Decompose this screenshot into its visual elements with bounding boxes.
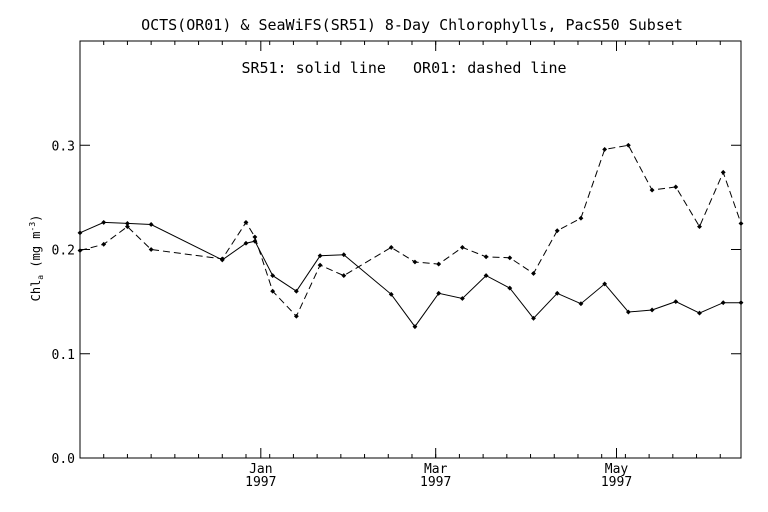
data-point-sr51 xyxy=(483,273,489,278)
chart-title: OCTS(OR01) & SeaWiFS(SR51) 8-Day Chlorop… xyxy=(141,16,683,34)
series-group xyxy=(77,142,744,330)
series-line-or01 xyxy=(79,144,742,318)
x-tick-label: Jan xyxy=(249,462,272,477)
data-point-or01 xyxy=(720,169,726,175)
svg-text:Chla (mg m-3): Chla (mg m-3) xyxy=(28,215,45,302)
x-tick-year: 1997 xyxy=(601,475,632,490)
legend-note: SR51: solid line OR01: dashed line xyxy=(241,59,566,77)
x-tick-label: May xyxy=(605,462,629,477)
data-point-sr51 xyxy=(554,290,560,296)
y-axis-label-units: (mg m xyxy=(29,232,43,275)
data-point-or01 xyxy=(436,261,442,267)
data-point-or01 xyxy=(412,259,418,265)
data-point-or01 xyxy=(602,146,608,152)
data-point-sr51 xyxy=(412,324,418,330)
data-point-or01 xyxy=(125,224,130,229)
data-point-sr51 xyxy=(77,230,83,236)
y-tick-label: 0.0 xyxy=(52,452,75,467)
x-tick-label: Mar xyxy=(424,462,448,477)
data-point-sr51 xyxy=(507,285,513,291)
data-point-sr51 xyxy=(649,307,655,313)
plot-frame xyxy=(79,40,742,459)
data-point-sr51 xyxy=(697,310,702,316)
data-point-sr51 xyxy=(293,288,299,294)
y-tick-label: 0.3 xyxy=(52,139,75,154)
data-point-sr51 xyxy=(459,296,465,301)
data-point-or01 xyxy=(293,313,299,319)
data-point-or01 xyxy=(649,187,655,193)
data-point-or01 xyxy=(625,142,631,148)
data-point-or01 xyxy=(531,271,536,276)
y-axis-label-close: ) xyxy=(29,215,43,222)
data-point-sr51 xyxy=(101,219,107,225)
data-point-or01 xyxy=(148,247,154,252)
data-point-sr51 xyxy=(673,299,679,305)
data-point-or01 xyxy=(673,184,679,190)
data-point-sr51 xyxy=(602,281,608,287)
data-point-sr51 xyxy=(738,300,744,306)
x-tick-year: 1997 xyxy=(420,475,451,490)
data-point-or01 xyxy=(219,256,225,262)
data-point-or01 xyxy=(252,234,258,240)
data-point-or01 xyxy=(270,288,276,294)
data-point-or01 xyxy=(483,254,489,260)
y-tick-label: 0.1 xyxy=(52,348,75,363)
data-point-sr51 xyxy=(317,253,323,259)
data-point-sr51 xyxy=(625,309,631,315)
y-axis-label-superscript: -3 xyxy=(28,222,37,232)
y-axis-label-subscript: a xyxy=(36,275,45,280)
data-point-or01 xyxy=(341,273,347,278)
series-line-sr51 xyxy=(79,221,741,328)
data-point-sr51 xyxy=(531,315,536,321)
data-point-or01 xyxy=(388,244,394,250)
data-point-sr51 xyxy=(436,290,442,296)
y-axis-label-main: Chl xyxy=(29,280,43,302)
data-point-or01 xyxy=(738,221,744,226)
y-tick-label: 0.2 xyxy=(52,244,75,259)
data-point-or01 xyxy=(554,228,560,234)
data-point-or01 xyxy=(317,262,323,268)
data-point-sr51 xyxy=(125,221,130,226)
x-tick-year: 1997 xyxy=(245,475,276,490)
data-point-sr51 xyxy=(341,252,347,258)
data-point-or01 xyxy=(578,215,584,221)
data-point-or01 xyxy=(101,241,107,247)
data-point-sr51 xyxy=(720,300,726,306)
data-point-or01 xyxy=(459,244,465,250)
data-point-sr51 xyxy=(243,240,249,246)
data-point-sr51 xyxy=(148,222,154,227)
data-point-or01 xyxy=(243,219,249,225)
y-axis-label: Chla (mg m-3) xyxy=(28,215,45,302)
y-axis: 0.0 0.1 0.2 0.3 xyxy=(52,139,741,467)
data-point-or01 xyxy=(77,248,83,253)
data-point-or01 xyxy=(507,255,513,261)
data-point-sr51 xyxy=(388,291,394,297)
data-point-or01 xyxy=(697,224,702,229)
data-point-sr51 xyxy=(578,301,584,307)
data-point-sr51 xyxy=(270,273,276,278)
